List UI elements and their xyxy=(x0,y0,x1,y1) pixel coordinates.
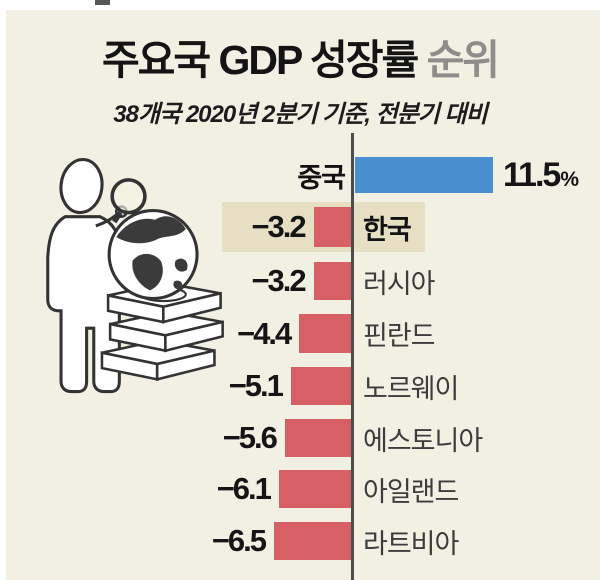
value-label-ireland: −6.1 xyxy=(216,471,272,506)
value-label-korea: −3.2 xyxy=(251,209,306,244)
chart-row-china: 중국 11.5% xyxy=(0,157,600,193)
chart-row-russia: −3.2 러시아 xyxy=(0,262,600,300)
chart-row-norway: −5.1 노르웨이 xyxy=(0,367,600,405)
value-label-china: 11.5% xyxy=(503,157,579,193)
chart-row-finland: −4.4 핀란드 xyxy=(0,314,600,353)
bar-ireland xyxy=(278,470,352,508)
chart-row-estonia: −5.6 에스토니아 xyxy=(0,419,600,457)
bar-norway xyxy=(290,367,352,405)
person-magnifier-globe-money-illustration xyxy=(46,157,224,394)
country-label-russia: 러시아 xyxy=(363,268,436,299)
country-label-estonia: 에스토니아 xyxy=(363,425,483,456)
zero-baseline-axis xyxy=(351,133,354,580)
country-label-latvia: 라트비아 xyxy=(363,528,459,559)
bar-latvia xyxy=(274,522,352,560)
country-label-norway: 노르웨이 xyxy=(363,373,459,404)
percent-unit: % xyxy=(560,168,579,191)
title-main: 주요국 GDP 성장률 xyxy=(101,37,419,83)
page-subtitle: 38개국 2020년 2분기 기준, 전분기 대비 xyxy=(113,101,487,128)
value-label-norway: −5.1 xyxy=(228,368,284,403)
page-title: 주요국 GDP 성장률 순위 xyxy=(0,26,600,86)
bar-finland xyxy=(299,314,352,353)
globe-icon xyxy=(107,209,199,301)
country-label-finland: 핀란드 xyxy=(363,321,436,351)
country-label-ireland: 아일랜드 xyxy=(363,476,459,507)
value-label-finland: −4.4 xyxy=(237,315,292,351)
chart-row-latvia: −6.5 라트비아 xyxy=(0,522,600,560)
country-label-korea: 한국 xyxy=(363,214,412,245)
bar-estonia xyxy=(284,419,352,457)
bar-korea xyxy=(313,207,352,247)
bar-russia xyxy=(313,262,352,300)
chart-row-korea: −3.2 한국 xyxy=(0,207,600,247)
bar-china xyxy=(355,157,493,193)
magnifier-icon xyxy=(110,178,147,224)
person-head xyxy=(59,157,104,215)
top-crop-artifact xyxy=(95,0,110,5)
value-label-russia: −3.2 xyxy=(251,263,306,298)
value-label-latvia: −6.5 xyxy=(211,523,267,558)
title-suffix: 순위 xyxy=(426,37,500,83)
value-label-estonia: −5.6 xyxy=(222,420,278,455)
chart-row-ireland: −6.1 아일랜드 xyxy=(0,470,600,508)
country-label-china: 중국 xyxy=(297,162,346,193)
